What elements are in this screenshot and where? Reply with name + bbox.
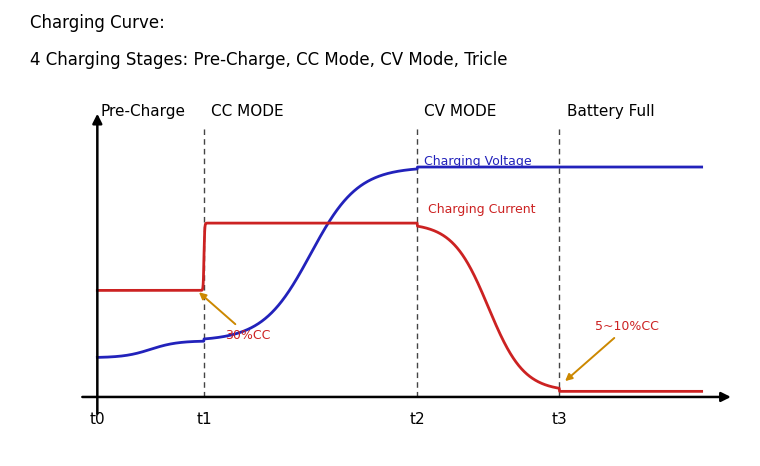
Text: CV MODE: CV MODE <box>424 104 497 119</box>
Text: t0: t0 <box>90 412 105 427</box>
Text: 30%CC: 30%CC <box>201 294 271 342</box>
Text: Battery Full: Battery Full <box>566 104 654 119</box>
Text: Charging Curve:: Charging Curve: <box>30 14 165 32</box>
Text: t2: t2 <box>410 412 425 427</box>
Text: Charging Voltage: Charging Voltage <box>424 155 532 168</box>
Text: Pre-Charge: Pre-Charge <box>101 104 186 119</box>
Text: 4 Charging Stages: Pre-Charge, CC Mode, CV Mode, Tricle: 4 Charging Stages: Pre-Charge, CC Mode, … <box>30 51 508 69</box>
Text: t1: t1 <box>196 412 212 427</box>
Text: CC MODE: CC MODE <box>211 104 283 119</box>
Text: t3: t3 <box>552 412 567 427</box>
Text: 5~10%CC: 5~10%CC <box>567 320 659 380</box>
Text: Charging Current: Charging Current <box>428 203 536 216</box>
